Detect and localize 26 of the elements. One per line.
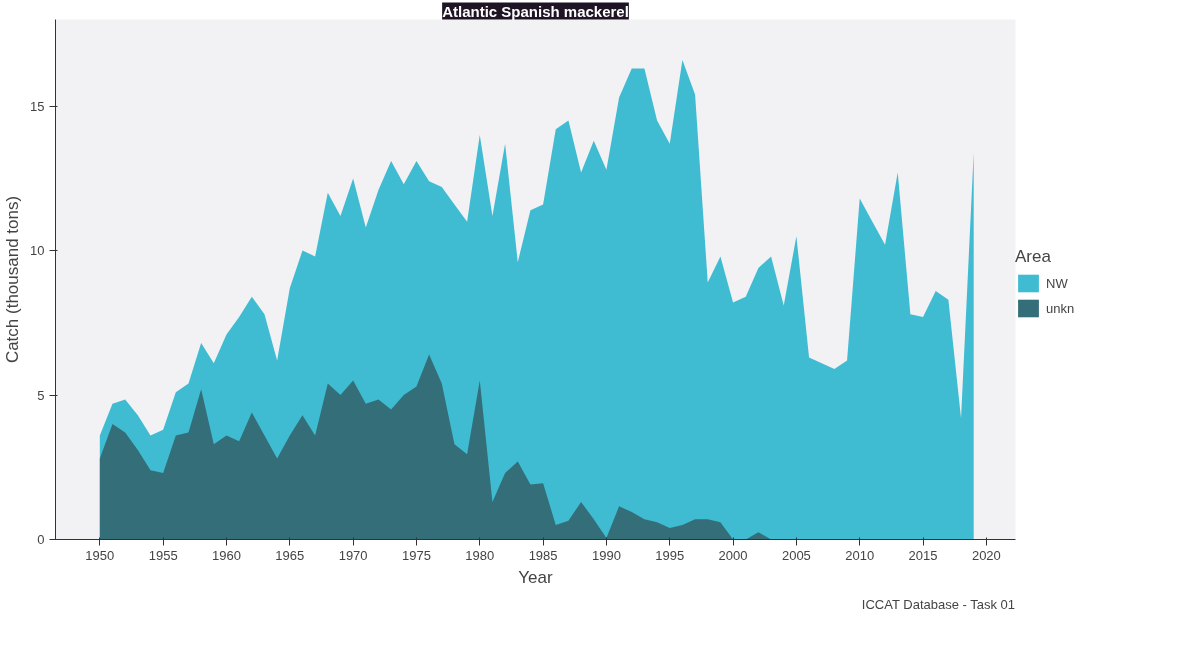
x-tick-label: 1970 [338,547,368,563]
x-tick-label: 1955 [148,547,178,563]
x-tick-label: 1960 [212,547,241,563]
x-tick-label: 2000 [718,547,748,563]
y-tick-label: 10 [30,243,45,259]
chart-title: Atlantic Spanish mackerel [442,2,629,20]
y-axis-title: Catch (thousand tons) [3,195,23,364]
x-tick-label: 1965 [275,547,305,563]
x-axis-title: Year [518,567,554,587]
y-tick-label: 0 [37,532,45,547]
x-tick-label: 1985 [528,547,558,563]
legend-label: NW [1046,275,1068,291]
x-tick-label: 2010 [845,547,875,563]
x-tick-label: 1975 [401,547,431,563]
y-tick-label: 5 [37,387,45,403]
x-tick-label: 1990 [591,547,621,563]
x-tick-label: 1995 [655,547,685,563]
x-tick-label: 1980 [465,547,495,563]
x-tick-label: 1950 [85,547,115,563]
x-tick-label: 2005 [781,547,811,563]
x-tick-label: 2020 [971,547,1001,563]
y-tick-label: 15 [30,98,45,114]
text: ICCAT Database - Task 01 [861,596,1016,612]
x-tick-label: 2015 [908,547,938,563]
legend-label: unkn [1046,300,1075,316]
legend-title: Area [1015,247,1052,267]
